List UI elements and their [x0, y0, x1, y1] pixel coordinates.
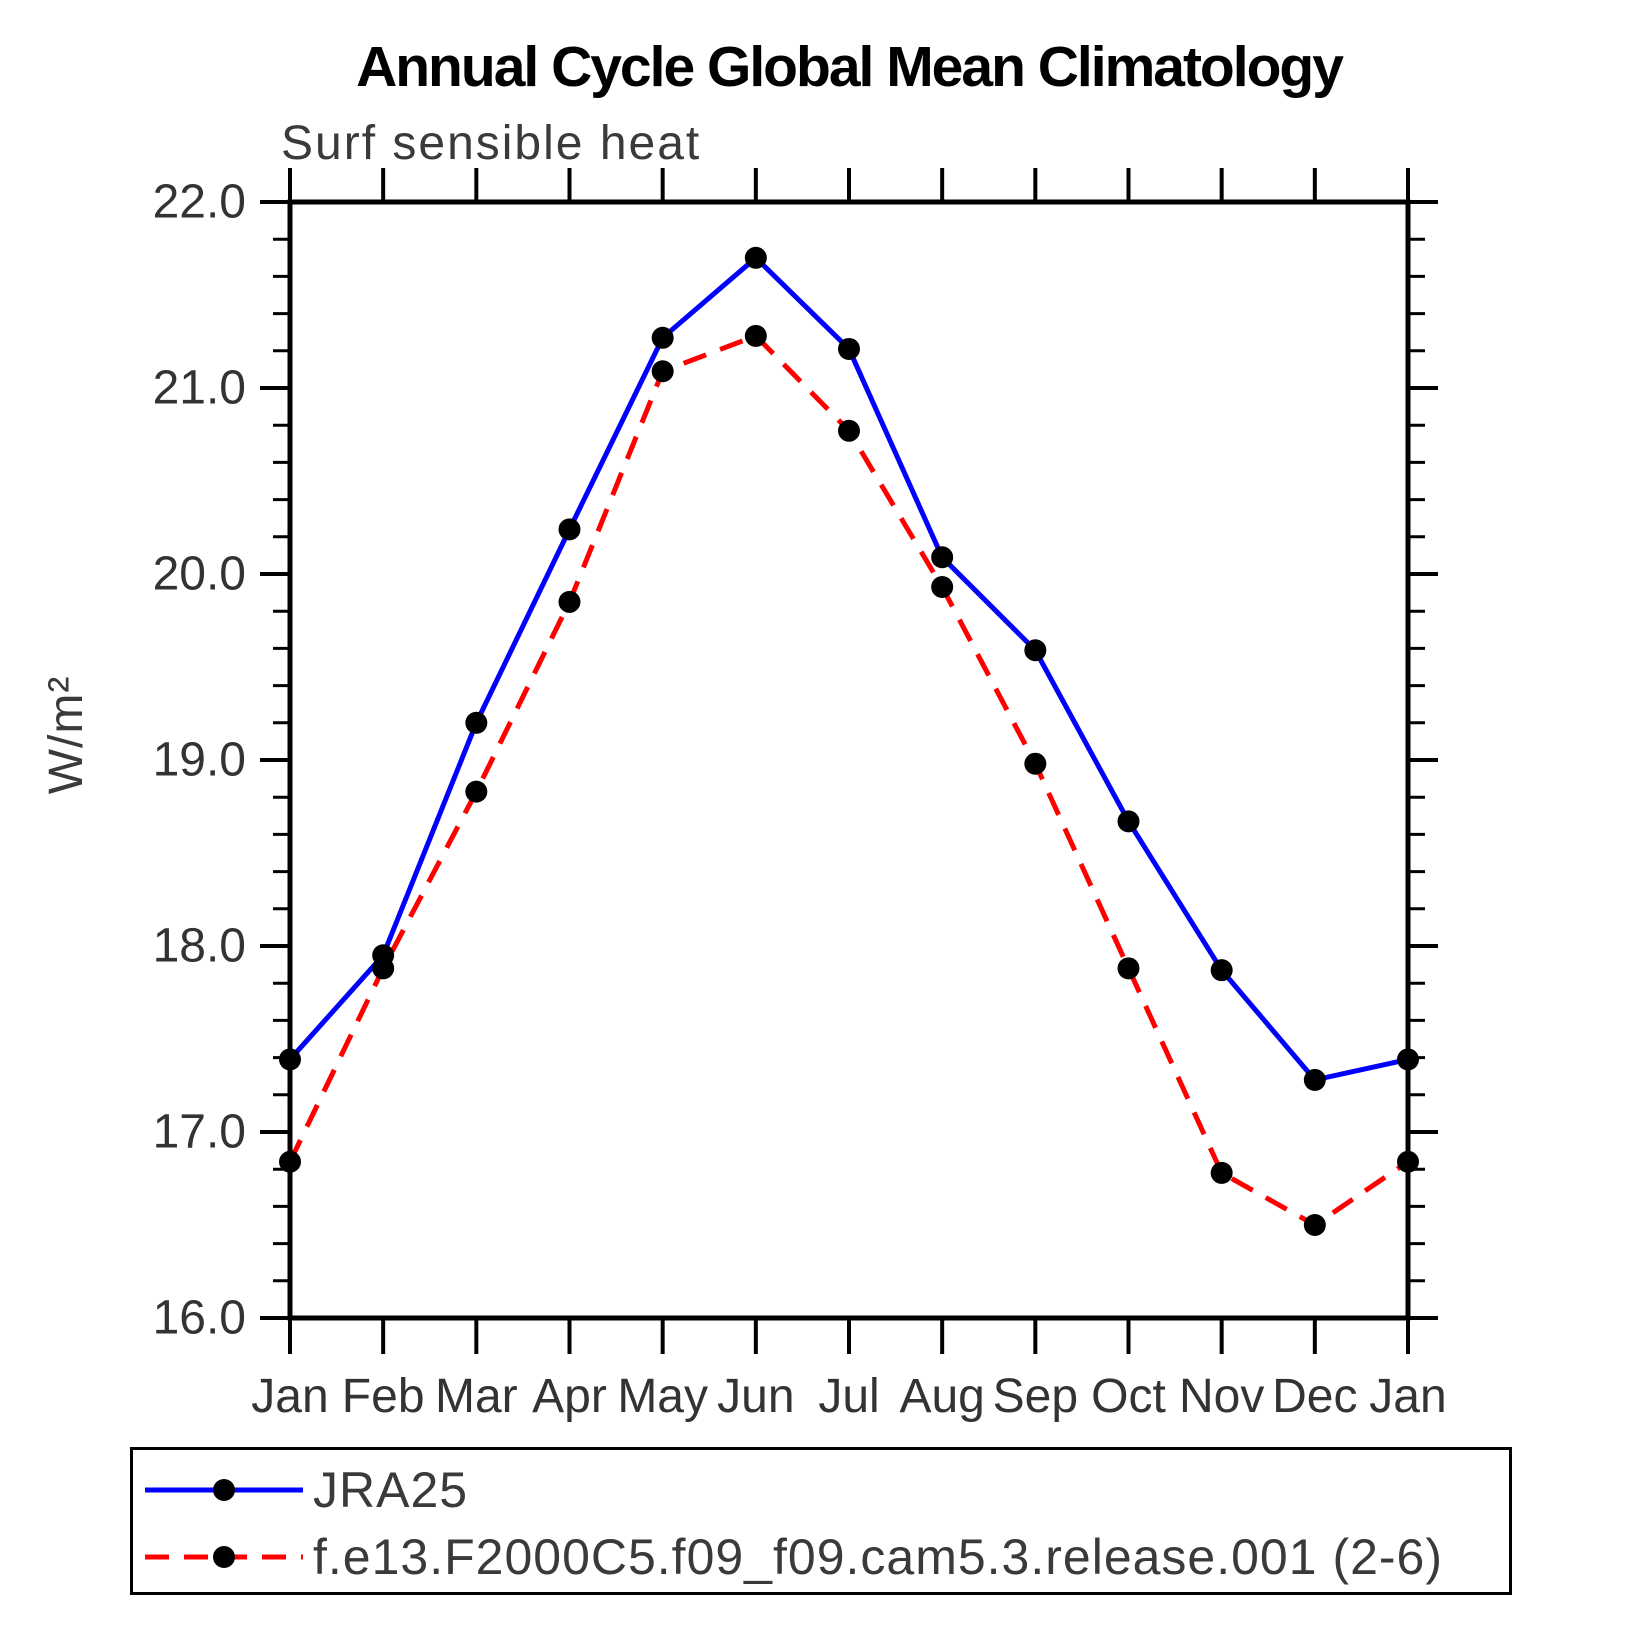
x-tick-label: Dec	[1272, 1370, 1357, 1423]
data-point-marker-model	[1303, 1214, 1326, 1236]
data-point-marker-jra25	[838, 337, 860, 360]
legend-label-jra25: JRA25	[313, 1462, 469, 1518]
series-line-jra25	[288, 254, 1409, 1083]
y-tick-label: 16.0	[153, 1292, 246, 1345]
y-tick-label: 18.0	[153, 920, 246, 973]
legend-marker-icon	[213, 1546, 235, 1568]
data-point-marker-model	[651, 360, 674, 383]
data-point-marker-jra25	[931, 546, 954, 569]
x-tick-label: Nov	[1179, 1370, 1264, 1423]
data-point-marker-jra25	[465, 711, 488, 734]
x-tick-label: Jan	[251, 1370, 328, 1423]
x-tick-label: Apr	[532, 1370, 607, 1423]
data-point-marker-model	[558, 590, 581, 613]
legend-line-sample-solid-blue	[145, 1479, 303, 1501]
chart-subtitle: Surf sensible heat	[281, 117, 702, 170]
legend-marker-icon	[213, 1479, 235, 1501]
legend-item-model: f.e13.F2000C5.f09_f09.cam5.3.release.001…	[143, 1529, 1443, 1585]
y-tick-label: 21.0	[153, 362, 246, 415]
data-point-marker-model	[744, 324, 767, 347]
x-tick-label: Feb	[342, 1370, 425, 1423]
x-tick-label: Jul	[818, 1370, 879, 1423]
x-tick-label: Oct	[1091, 1370, 1166, 1423]
data-point-marker-model	[1210, 1161, 1233, 1184]
data-point-marker-jra25	[1117, 810, 1140, 833]
x-tick-label: Sep	[993, 1370, 1078, 1423]
y-axis-label: W/m²	[40, 676, 93, 795]
data-point-marker-model	[1397, 1150, 1419, 1173]
data-point-marker-model	[1024, 752, 1047, 775]
x-tick-label: Jan	[1369, 1370, 1446, 1423]
data-point-marker-model	[372, 957, 395, 980]
y-tick-label: 19.0	[153, 734, 246, 787]
data-point-marker-jra25	[1397, 1048, 1419, 1071]
plot-frame	[287, 199, 1411, 1321]
data-point-marker-jra25	[1303, 1068, 1326, 1091]
x-tick-label: May	[617, 1370, 708, 1423]
data-point-marker-jra25	[1210, 959, 1233, 982]
data-point-marker-model	[1117, 957, 1140, 980]
y-tick-label: 20.0	[153, 548, 246, 601]
data-point-marker-jra25	[558, 518, 581, 541]
y-tick-label: 22.0	[153, 176, 246, 229]
data-point-marker-model	[838, 419, 860, 442]
legend-line-sample-dashed-red	[145, 1546, 303, 1568]
data-point-marker-jra25	[651, 326, 674, 349]
data-point-marker-jra25	[279, 1048, 301, 1071]
data-point-marker-model	[279, 1150, 301, 1173]
series-line-model	[287, 333, 1410, 1228]
legend-box: JRA25 f.e13.F2000C5.f09_f09.cam5.3.relea…	[130, 1447, 1512, 1595]
data-point-marker-model	[931, 576, 954, 599]
legend-item-jra25: JRA25	[143, 1462, 468, 1518]
data-point-marker-jra25	[1024, 639, 1047, 662]
y-tick-label: 17.0	[153, 1106, 246, 1159]
x-tick-label: Aug	[899, 1370, 984, 1423]
x-tick-label: Mar	[435, 1370, 518, 1423]
chart-title: Annual Cycle Global Mean Climatology	[356, 35, 1344, 99]
x-tick-label: Jun	[717, 1370, 794, 1423]
legend-label-model: f.e13.F2000C5.f09_f09.cam5.3.release.001…	[313, 1529, 1444, 1585]
data-point-marker-model	[465, 780, 488, 803]
data-point-marker-jra25	[744, 246, 767, 269]
